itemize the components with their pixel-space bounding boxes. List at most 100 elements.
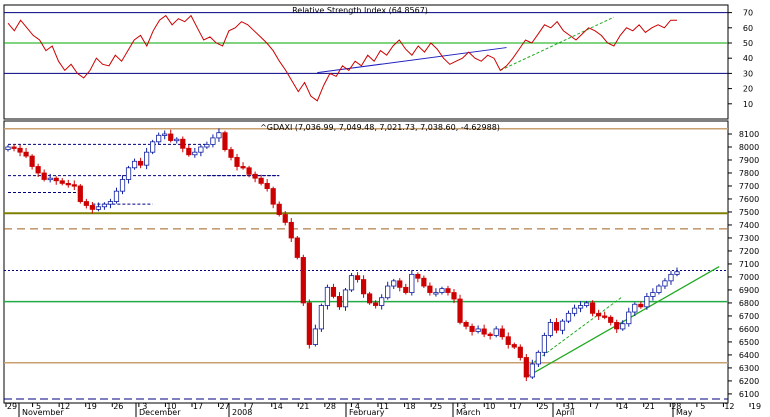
x-tick-label: 21 <box>299 402 309 411</box>
x-tick-label: 27 <box>219 402 229 411</box>
x-tick-label: 29 <box>7 402 17 411</box>
x-tick-label: 19 <box>751 402 761 411</box>
rsi-title: Relative Strength Index (64.8567) <box>292 6 428 15</box>
month-label: April <box>556 408 574 417</box>
candle-body <box>47 177 53 181</box>
candle-body <box>481 328 487 335</box>
candle-body <box>168 133 174 141</box>
candle-body <box>282 214 288 223</box>
candle-body <box>180 138 186 149</box>
dax-tick-label: 6200 <box>739 377 759 386</box>
candle-body <box>300 257 306 304</box>
candle-body <box>451 292 457 300</box>
candle-body <box>614 322 620 330</box>
candle-body <box>487 333 493 337</box>
candle-body <box>174 138 180 142</box>
candle-body <box>626 311 632 325</box>
candle-body <box>318 305 325 330</box>
candle-body <box>95 206 102 210</box>
rsi-series-line <box>7 14 677 102</box>
candle-body <box>65 182 71 186</box>
candle-body <box>294 237 300 258</box>
candle-body <box>463 322 469 327</box>
dax-frame <box>3 120 729 404</box>
x-tick-label: 4 <box>355 402 360 411</box>
candle-body <box>571 307 578 314</box>
x-tick-label: 31 <box>565 402 575 411</box>
x-tick-label: 26 <box>113 402 123 411</box>
candle-body <box>439 288 445 293</box>
candle-body <box>433 292 439 295</box>
dax-tick-label: 7600 <box>739 195 759 204</box>
candle-body <box>583 302 590 306</box>
dax-tick-label: 7200 <box>739 247 759 256</box>
candle-body <box>144 151 150 166</box>
candle-body <box>668 273 674 282</box>
candle-body <box>162 133 168 136</box>
x-tick-label: 28 <box>671 402 681 411</box>
candle-body <box>107 201 114 205</box>
x-tick-label: 17 <box>512 402 522 411</box>
candle-body <box>602 315 608 318</box>
candle-body <box>246 167 252 175</box>
candle-body <box>547 322 554 336</box>
candle-body <box>89 205 95 210</box>
x-axis: 29 5 12 19 26 3 10 17 27 7 14 21 28 4 11 18 25 3 10 17 25 31 7… <box>4 402 761 417</box>
candle-body <box>529 363 535 378</box>
candle-body <box>620 323 626 330</box>
dax-tick-label: 6700 <box>739 312 759 321</box>
candle-body <box>553 322 560 331</box>
month-label: December <box>139 408 181 417</box>
x-tick-label: 10 <box>485 402 495 411</box>
dax-tick-label: 7500 <box>739 208 759 217</box>
candle-body <box>270 188 276 205</box>
candle-body <box>499 328 505 338</box>
candle-body <box>517 346 523 358</box>
candle-body <box>415 273 421 279</box>
x-tick-label: 19 <box>87 402 97 411</box>
candle-body <box>276 203 282 215</box>
candle-body <box>35 166 41 174</box>
dax-tick-label: 6400 <box>739 351 759 360</box>
candle-body <box>379 297 385 306</box>
dax-tick-label: 6600 <box>739 325 759 334</box>
candle-body <box>427 285 433 293</box>
dax-panel: 6100 6200 6300 6400 6500 6600 6700 6800 6900 7000… <box>3 120 759 404</box>
candle-body <box>397 280 403 288</box>
dax-tick-label: 7400 <box>739 221 759 230</box>
candle-body <box>125 167 132 180</box>
candle-body <box>348 275 355 291</box>
candle-body <box>228 149 234 158</box>
candle-body <box>29 155 35 167</box>
candle-body <box>11 146 17 149</box>
candle-body <box>71 184 77 187</box>
candle-body <box>577 305 584 309</box>
rsi-tick-label: 70 <box>743 9 753 18</box>
rsi-tick-label: 50 <box>743 39 753 48</box>
candle-body <box>186 147 192 156</box>
dax-tick-label: 6100 <box>739 390 759 399</box>
candle-body <box>638 303 644 308</box>
candle-body <box>475 328 481 332</box>
candle-body <box>41 172 47 180</box>
candle-body <box>336 296 343 308</box>
candle-body <box>354 275 361 280</box>
candle-body <box>119 179 126 192</box>
month-label: March <box>456 408 480 417</box>
x-tick-label: 7 <box>594 402 599 411</box>
x-tick-label: 7 <box>249 402 254 411</box>
candle-body <box>493 328 499 336</box>
candle-body <box>469 325 475 332</box>
dax-tick-label: 8100 <box>739 130 759 139</box>
candle-body <box>409 273 415 293</box>
candle-body <box>541 335 548 353</box>
candle-body <box>131 160 138 169</box>
x-tick-label: 12 <box>60 402 70 411</box>
candle-body <box>53 177 59 182</box>
uptrend-line-dashed <box>526 296 624 369</box>
candle-body <box>644 296 650 308</box>
x-tick-label: 12 <box>724 402 734 411</box>
dax-y-ticks: 6100 6200 6300 6400 6500 6600 6700 6800 6900 7000… <box>728 130 759 399</box>
month-label: 2008 <box>232 408 252 417</box>
